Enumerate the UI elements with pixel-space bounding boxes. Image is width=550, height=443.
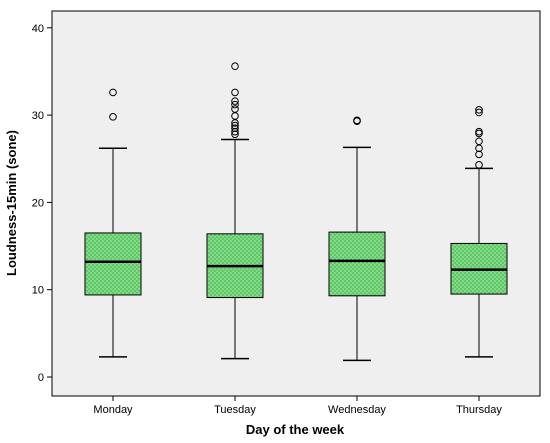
y-axis: 0 10 20 30 40	[32, 23, 52, 384]
y-tick-label: 20	[32, 197, 44, 209]
y-tick-label: 0	[38, 372, 44, 384]
boxes-layer	[84, 62, 508, 362]
box-group-tuesday	[206, 62, 264, 360]
outlier-point	[231, 124, 239, 132]
outlier-point	[231, 100, 239, 109]
outlier-point	[475, 137, 483, 146]
x-axis-title: Day of the week	[246, 422, 345, 437]
y-axis-title: Loudness-15min (sone)	[4, 130, 19, 276]
outlier-point	[109, 113, 117, 121]
iqr-box	[328, 231, 386, 297]
outlier-point	[475, 161, 483, 169]
outlier-point	[231, 105, 239, 113]
outlier-point	[475, 106, 483, 114]
x-tick-label: Monday	[93, 404, 133, 416]
outlier-point	[475, 108, 483, 117]
outlier-point	[231, 121, 239, 130]
y-tick-label: 10	[32, 285, 44, 297]
outlier-point	[231, 62, 239, 71]
y-tick-label: 40	[32, 23, 44, 35]
box-group-wednesday	[328, 116, 386, 362]
outlier-point	[353, 116, 361, 125]
outlier-point	[475, 127, 483, 136]
outlier-point	[109, 88, 117, 97]
x-tick-label: Thursday	[456, 404, 502, 416]
x-tick-label: Wednesday	[328, 404, 386, 416]
plot-area	[51, 10, 541, 397]
outlier-point	[231, 97, 239, 105]
outlier-point	[231, 88, 239, 97]
x-axis: Monday Tuesday Wednesday Thursday	[93, 396, 502, 416]
box-group-monday	[84, 88, 142, 358]
iqr-box	[84, 232, 142, 296]
x-tick-label: Tuesday	[214, 404, 256, 416]
y-tick-label: 30	[32, 110, 44, 122]
box-group-thursday	[450, 106, 508, 358]
